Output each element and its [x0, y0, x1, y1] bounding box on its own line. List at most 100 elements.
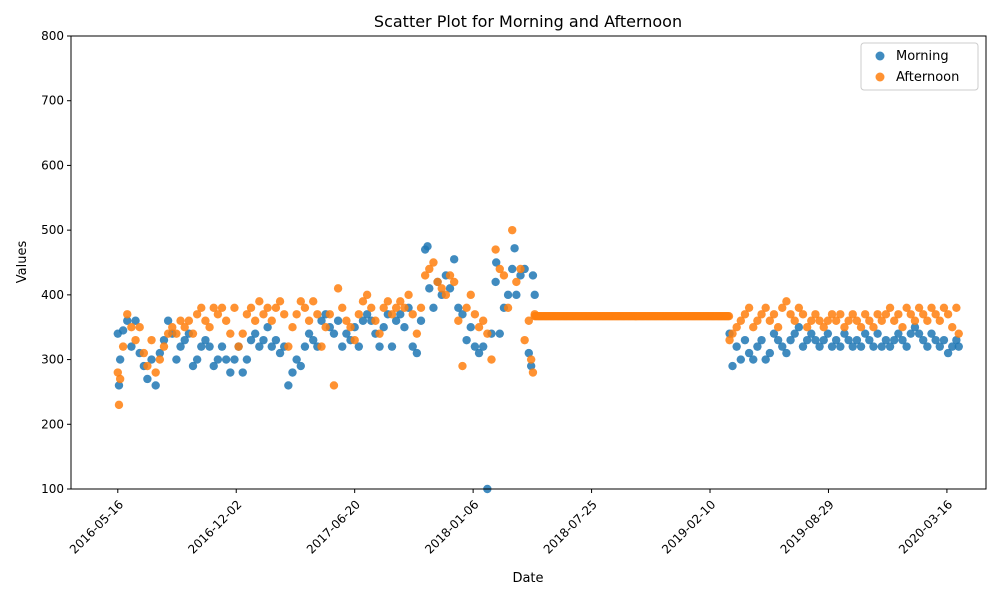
scatter-point	[309, 297, 318, 306]
scatter-point	[342, 316, 351, 325]
scatter-point	[362, 310, 372, 319]
scatter-point	[114, 400, 124, 410]
scatter-point	[811, 335, 820, 345]
scatter-point	[852, 335, 862, 345]
scatter-point	[512, 277, 521, 287]
scatter-point	[396, 310, 405, 319]
scatter-point	[860, 310, 870, 319]
scatter-point	[844, 316, 853, 325]
scatter-point	[823, 316, 833, 325]
scatter-point	[811, 310, 820, 319]
scatter-point	[753, 316, 762, 325]
scatter-point	[217, 303, 227, 312]
scatter-point	[474, 348, 484, 358]
scatter-point	[790, 329, 799, 338]
scatter-point	[765, 316, 775, 325]
scatter-point	[238, 368, 247, 377]
scatter-point	[429, 258, 438, 267]
scatter-point	[159, 342, 169, 351]
scatter-point	[192, 310, 202, 319]
scatter-point	[423, 242, 432, 251]
x-axis-label: Date	[512, 571, 543, 586]
scatter-point	[391, 316, 401, 325]
scatter-point	[935, 342, 945, 351]
scatter-point	[761, 303, 770, 312]
scatter-point	[807, 316, 816, 325]
scatter-point	[848, 342, 857, 351]
scatter-point	[263, 323, 272, 332]
scatter-point	[802, 335, 812, 345]
scatter-point	[292, 355, 301, 364]
scatter-point	[201, 335, 210, 345]
scatter-point	[217, 342, 227, 351]
scatter-point	[778, 342, 787, 351]
scatter-point	[338, 303, 347, 312]
y-tick-label: 100	[41, 482, 64, 496]
scatter-point	[736, 355, 746, 364]
scatter-point	[429, 303, 438, 312]
scatter-point	[483, 329, 492, 338]
scatter-point	[192, 355, 202, 364]
scatter-point	[530, 290, 539, 300]
scatter-point	[462, 303, 471, 312]
scatter-point	[865, 316, 874, 325]
scatter-point	[478, 342, 488, 351]
scatter-point	[271, 335, 281, 345]
scatter-point	[115, 355, 125, 364]
legend-marker	[875, 72, 885, 82]
scatter-point	[408, 310, 417, 319]
scatter-point	[910, 316, 920, 325]
scatter-point	[296, 297, 305, 306]
scatter-point	[524, 348, 533, 358]
scatter-point	[508, 264, 517, 274]
scatter-point	[201, 316, 210, 325]
scatter-point	[172, 355, 181, 364]
scatter-point	[860, 329, 870, 338]
scatter-point	[931, 335, 940, 345]
scatter-point	[454, 316, 463, 325]
scatter-point	[163, 316, 173, 325]
scatter-point	[836, 342, 845, 351]
y-axis: 100 200 300 400 500 600 700 800	[41, 29, 71, 496]
scatter-point	[919, 335, 928, 345]
y-tick-label: 800	[41, 29, 64, 43]
scatter-point	[338, 342, 347, 351]
scatter-point	[470, 342, 480, 351]
scatter-point	[275, 348, 285, 358]
scatter-point	[284, 342, 293, 351]
scatter-point	[267, 342, 276, 351]
scatter-point	[914, 329, 924, 338]
scatter-point	[234, 342, 243, 351]
scatter-point	[350, 335, 359, 345]
scatter-point	[836, 310, 845, 319]
scatter-point	[802, 323, 812, 332]
scatter-point	[250, 329, 260, 338]
scatter-point	[877, 316, 886, 325]
scatter-point	[831, 335, 841, 345]
scatter-point	[919, 310, 928, 319]
scatter-point	[873, 329, 882, 338]
scatter-point	[848, 310, 857, 319]
scatter-point	[466, 323, 475, 332]
points-layer	[113, 225, 963, 494]
y-tick-label: 300	[41, 353, 64, 367]
scatter-point	[823, 329, 833, 338]
legend-label: Morning	[896, 49, 949, 64]
scatter-point	[168, 323, 177, 332]
scatter-point	[329, 381, 339, 390]
scatter-point	[114, 381, 124, 390]
scatter-point	[732, 323, 741, 332]
scatter-point	[906, 310, 915, 319]
scatter-point	[491, 245, 500, 254]
scatter-point	[798, 342, 808, 351]
scatter-point	[927, 329, 936, 338]
scatter-point	[492, 258, 501, 267]
legend-label: Afternoon	[896, 70, 959, 85]
scatter-point	[815, 316, 824, 325]
scatter-point	[749, 323, 758, 332]
scatter-point	[725, 335, 734, 345]
scatter-point	[118, 326, 128, 335]
scatter-point	[765, 348, 775, 358]
scatter-point	[221, 355, 231, 364]
